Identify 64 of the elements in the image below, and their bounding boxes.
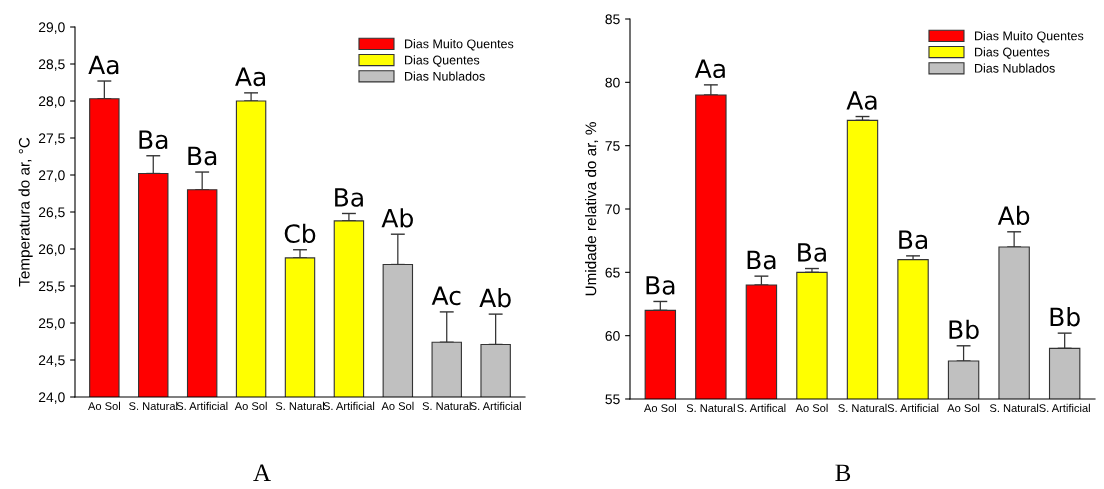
data-label: Ba: [899, 230, 928, 250]
y-tick-label: 25,0: [38, 318, 65, 330]
y-tick-label: 55: [605, 394, 620, 405]
y-tick-label: 27,0: [38, 170, 65, 182]
data-label: Aa: [88, 55, 119, 75]
y-tick-label: 26,0: [38, 244, 65, 256]
data-label: Ba: [798, 243, 826, 262]
data-label: Bb: [949, 319, 979, 340]
legend-label: Dias Nublados: [975, 63, 1055, 73]
y-tick-label: 60: [605, 331, 620, 341]
x-tick-label: S. Artificial: [176, 401, 228, 411]
y-tick-label: 28,0: [38, 96, 65, 108]
y-axis-title: Temperatura do ar, °C: [18, 137, 33, 287]
legend-label: Dias Muito Quentes: [405, 39, 514, 51]
x-tick-label: S. Artificial: [887, 403, 939, 413]
text: B: [835, 464, 851, 482]
data-label: Ba: [335, 188, 363, 207]
data-label: Ab: [479, 288, 511, 308]
y-axis-title: Umidade relativa do ar, %: [585, 122, 599, 296]
data-label: Aa: [846, 91, 877, 110]
y-tick-label: 26,5: [38, 207, 65, 219]
x-tick-label: Ao Sol: [234, 401, 267, 411]
data-label: Bb: [1050, 307, 1080, 327]
y-tick-label: 27,5: [38, 133, 65, 145]
x-tick-label: S. Artificial: [1039, 403, 1090, 413]
y-tick-label: 24,0: [38, 392, 65, 404]
data-label: Cb: [284, 223, 316, 244]
data-label: Aa: [235, 67, 266, 87]
y-tick-label: 70: [605, 204, 620, 215]
y-tick-label: 28,5: [38, 59, 65, 71]
x-tick-label: S. Artifical: [737, 403, 786, 413]
legend-label: Dias Quentes: [405, 55, 480, 67]
data-label: Ba: [646, 276, 675, 295]
y-tick-label: 24,5: [38, 355, 65, 367]
data-label: Ab: [997, 205, 1030, 226]
legend-label: Dias Muito Quentes: [975, 31, 1084, 43]
x-tick-label: S. Natural: [129, 401, 178, 411]
y-tick-label: 85: [605, 14, 620, 25]
x-tick-label: Ao Sol: [947, 403, 980, 413]
x-tick-label: S. Natural: [686, 403, 735, 413]
legend-label: Dias Nublados: [405, 71, 485, 81]
x-tick-label: S. Natural: [422, 401, 471, 411]
x-tick-label: Ao Sol: [88, 401, 120, 411]
x-tick-label: S. Natural: [275, 401, 324, 411]
data-label: Ba: [747, 250, 776, 270]
legend-label: Dias Quentes: [975, 47, 1050, 59]
text: A: [253, 464, 271, 482]
data-label: Ab: [381, 208, 413, 228]
data-label: Ba: [188, 146, 217, 166]
x-tick-label: S. Natural: [989, 403, 1039, 413]
x-tick-label: S. Artificial: [470, 401, 521, 411]
data-label: Ba: [139, 130, 168, 150]
y-tick-label: 75: [605, 141, 620, 151]
x-tick-label: Ao Sol: [381, 401, 414, 411]
x-tick-label: Ao Sol: [643, 403, 676, 413]
data-label: Aa: [694, 59, 725, 79]
data-label: Ac: [431, 286, 461, 306]
y-tick-label: 80: [605, 77, 620, 88]
x-tick-label: S. Natural: [838, 403, 887, 413]
y-tick-label: 29,0: [38, 22, 65, 34]
y-tick-label: 25,5: [38, 281, 65, 293]
x-tick-label: Ao Sol: [795, 403, 828, 413]
x-tick-label: S. Artificial: [323, 401, 375, 411]
y-tick-label: 65: [605, 267, 620, 278]
